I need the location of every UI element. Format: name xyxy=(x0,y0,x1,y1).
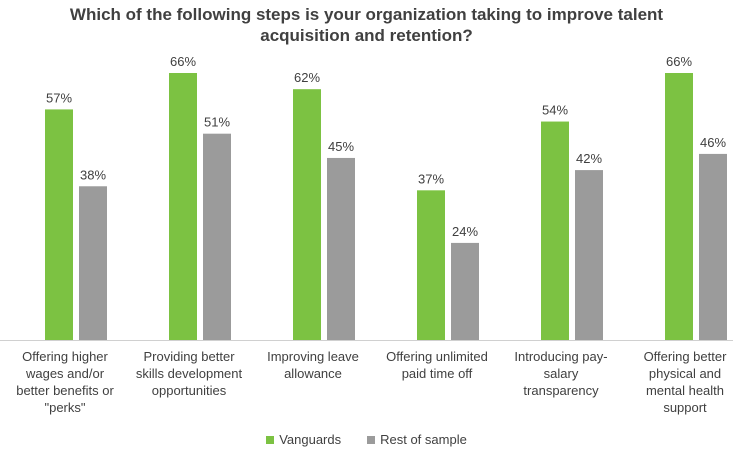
chart-title: Which of the following steps is your org… xyxy=(0,4,733,46)
legend: Vanguards Rest of sample xyxy=(0,432,733,447)
category-label-2: Providing better skills development opport… xyxy=(130,348,248,399)
bar-rest-of-sample-4 xyxy=(451,242,479,340)
chart-title-line-1: Which of the following steps is your org… xyxy=(69,5,664,24)
legend-swatch-rest-of-sample xyxy=(367,435,376,444)
category-label-line: better benefits or xyxy=(16,383,114,398)
category-label-line: Offering unlimited xyxy=(386,349,488,364)
legend-item-vanguards: Vanguards xyxy=(266,432,341,447)
category-label-line: Providing better xyxy=(143,349,235,364)
category-label-line: Offering higher xyxy=(22,349,108,364)
category-label-line: allowance xyxy=(284,366,342,381)
category-label-5: Introducing pay-salary transparency xyxy=(502,348,620,399)
category-label-line: Improving leave xyxy=(267,349,359,364)
bar-rest-of-sample-5 xyxy=(575,170,603,340)
category-label-line: transparency xyxy=(523,383,599,398)
data-label-vanguards-4: 37% xyxy=(418,171,444,186)
bar-vanguards-1 xyxy=(45,109,73,340)
chart-title-line-2: acquisition and retention? xyxy=(260,26,473,45)
category-label-line: Introducing pay- xyxy=(514,349,608,364)
bar-rest-of-sample-3 xyxy=(327,157,355,340)
data-label-rest-of-sample-3: 45% xyxy=(328,139,354,154)
category-label-3: Improving leave allowance xyxy=(254,348,372,382)
data-label-rest-of-sample-4: 24% xyxy=(452,224,478,239)
data-label-vanguards-1: 57% xyxy=(46,90,72,105)
data-label-rest-of-sample-5: 42% xyxy=(576,151,602,166)
category-label-line: Offering better xyxy=(643,349,727,364)
data-label-rest-of-sample-2: 51% xyxy=(204,115,230,130)
category-label-line: support xyxy=(663,400,707,415)
category-label-4: Offering unlimited paid time off xyxy=(378,348,496,382)
data-label-rest-of-sample-1: 38% xyxy=(80,167,106,182)
category-label-6: Offering better physical and mental health… xyxy=(626,348,733,416)
category-label-line: paid time off xyxy=(401,366,473,381)
bar-rest-of-sample-2 xyxy=(203,133,231,340)
legend-label-vanguards: Vanguards xyxy=(279,432,342,447)
bar-vanguards-5 xyxy=(541,121,569,340)
category-label-line: physical and xyxy=(648,366,722,381)
bar-vanguards-3 xyxy=(293,89,321,340)
data-label-vanguards-2: 66% xyxy=(170,54,196,69)
legend-swatch-vanguards xyxy=(266,435,275,444)
data-label-rest-of-sample-6: 46% xyxy=(700,135,726,150)
category-label-line: opportunities xyxy=(151,383,227,398)
category-label-line: skills development xyxy=(135,366,243,381)
legend-label-rest-of-sample: Rest of sample xyxy=(380,432,467,447)
category-label-1: Offering higher wages and/or better benefi… xyxy=(6,348,124,416)
data-label-vanguards-5: 54% xyxy=(542,103,568,118)
bar-vanguards-4 xyxy=(417,190,445,340)
data-label-vanguards-3: 62% xyxy=(294,70,320,85)
data-label-vanguards-6: 66% xyxy=(666,54,692,69)
bar-rest-of-sample-6 xyxy=(699,153,727,340)
category-label-line: wages and/or xyxy=(25,366,105,381)
category-label-line: "perks" xyxy=(44,400,86,415)
legend-item-rest-of-sample: Rest of sample xyxy=(367,432,467,447)
category-label-line: salary xyxy=(543,366,579,381)
bar-rest-of-sample-1 xyxy=(79,186,107,340)
category-label-line: mental health xyxy=(645,383,725,398)
bar-vanguards-6 xyxy=(665,73,693,340)
bar-vanguards-2 xyxy=(169,73,197,340)
